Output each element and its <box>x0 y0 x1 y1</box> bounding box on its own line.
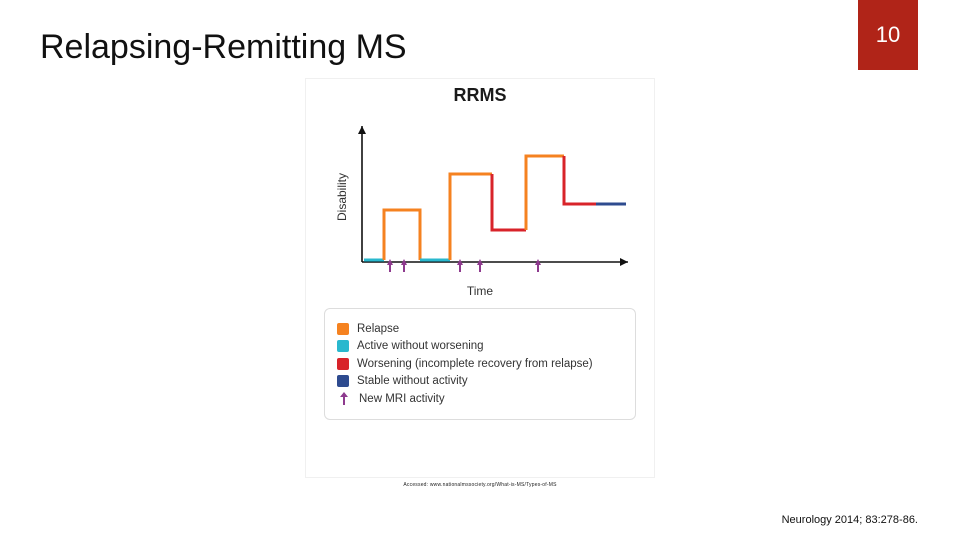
legend-row: Active without worsening <box>337 339 623 353</box>
legend: Relapse Active without worsening Worsening… <box>324 308 636 420</box>
figure-title: RRMS <box>306 85 654 106</box>
legend-swatch <box>337 358 349 370</box>
page-title: Relapsing-Remitting MS <box>40 28 407 67</box>
chart-area: Disability <box>342 112 636 282</box>
x-axis-label: Time <box>306 284 654 298</box>
legend-row: Worsening (incomplete recovery from rela… <box>337 357 623 371</box>
page-number-badge: 10 <box>858 0 918 70</box>
legend-row: Relapse <box>337 322 623 336</box>
legend-label: Stable without activity <box>357 374 468 388</box>
attribution-text: Accessed: www.nationalmssociety.org/What… <box>305 482 655 488</box>
legend-row: Stable without activity <box>337 374 623 388</box>
legend-label: Worsening (incomplete recovery from rela… <box>357 357 593 371</box>
citation-text: Neurology 2014; 83:278-86. <box>782 514 918 526</box>
chart-svg <box>342 112 638 282</box>
legend-label: Active without worsening <box>357 339 484 353</box>
legend-swatch <box>337 375 349 387</box>
legend-label: New MRI activity <box>359 392 445 406</box>
legend-swatch <box>337 323 349 335</box>
legend-label: Relapse <box>357 322 399 336</box>
legend-swatch <box>337 340 349 352</box>
page-number: 10 <box>876 22 900 48</box>
mri-arrow-icon <box>337 392 351 406</box>
legend-row: New MRI activity <box>337 392 623 406</box>
rrms-figure: RRMS Disability Time Relapse Active witho… <box>305 78 655 478</box>
